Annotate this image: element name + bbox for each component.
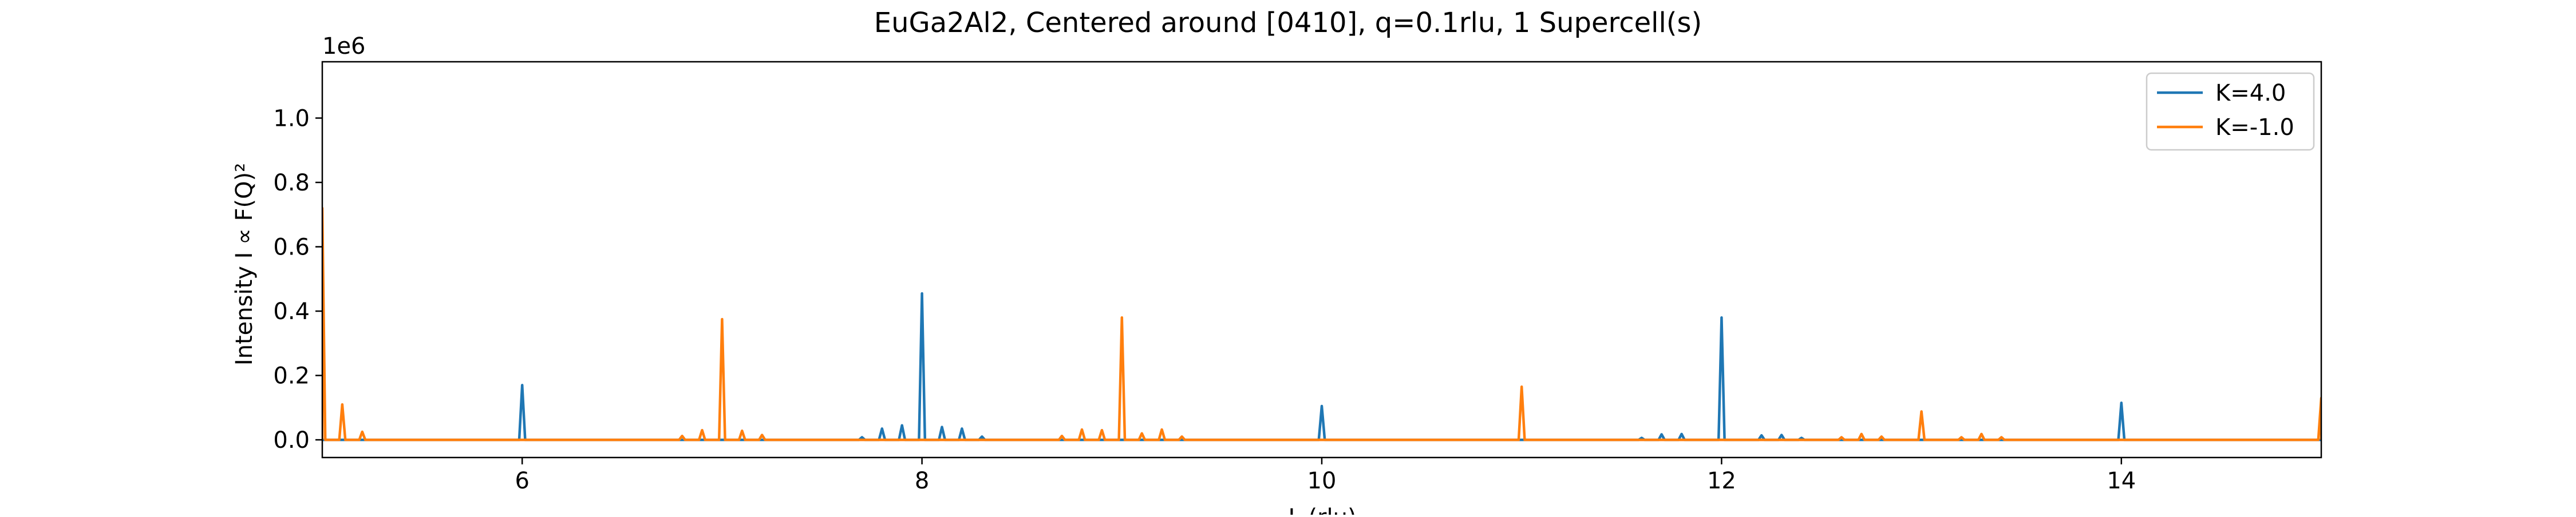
legend-label-2: K=-1.0 xyxy=(2215,114,2294,141)
y-axis-label: Intensity I ∝ F(Q)² xyxy=(231,163,258,365)
x-tick-label: 14 xyxy=(2107,468,2136,494)
chart-title: EuGa2Al2, Centered around [0410], q=0.1r… xyxy=(874,7,1702,39)
x-tick-label: 10 xyxy=(1307,468,1337,494)
x-tick-label: 12 xyxy=(1707,468,1736,494)
series-line-1 xyxy=(322,292,2321,442)
y-tick-label: 0.8 xyxy=(273,170,310,196)
y-offset-label: 1e6 xyxy=(322,33,366,59)
y-tick-label: 0.0 xyxy=(273,427,310,454)
y-tick-label: 1.0 xyxy=(273,105,310,132)
legend: K=4.0 K=-1.0 xyxy=(2146,72,2315,151)
plot-area xyxy=(322,206,2321,442)
y-tick-label: 0.4 xyxy=(273,299,310,325)
series-group xyxy=(322,206,2321,442)
y-tick-label: 0.2 xyxy=(273,363,310,389)
x-tick-label: 8 xyxy=(915,468,929,494)
y-tick-label: 0.6 xyxy=(273,234,310,260)
legend-label-1: K=4.0 xyxy=(2215,80,2286,106)
axes: 6 8 10 12 14 0.0 0.2 0.4 0.6 0.8 1.0 xyxy=(273,61,2322,494)
x-tick-label: 6 xyxy=(515,468,529,494)
series-line-2 xyxy=(322,206,2321,442)
x-axis-label: L (rlu) xyxy=(1288,504,1356,515)
